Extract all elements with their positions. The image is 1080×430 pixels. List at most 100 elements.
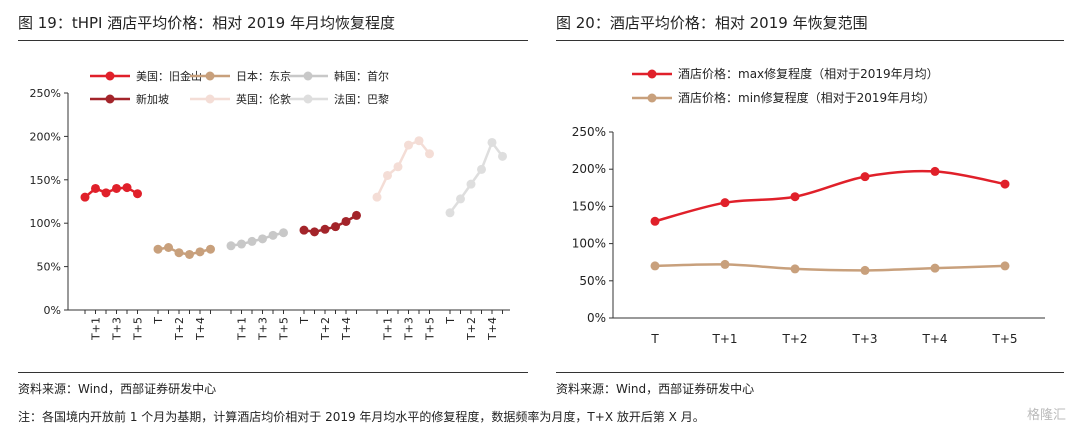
left-source-divider [18,372,528,373]
left-data-point [456,194,465,204]
left-y-tick-label: 250% [30,87,61,100]
left-x-tick-label: T+4 [194,317,207,341]
left-legend-item-marker [303,94,313,104]
left-data-point [320,224,330,234]
left-data-point [164,243,173,253]
left-series-line [375,139,431,198]
left-data-point [112,183,121,193]
left-data-point [445,208,455,218]
right-source-divider [556,372,1064,373]
left-x-tick-label: T [152,317,165,325]
left-data-point [133,189,142,199]
right-legend-item-label: 酒店价格：min修复程度（相对于2019年月均） [678,90,935,105]
right-y-tick-label: 250% [572,125,606,139]
left-x-tick-label: T [298,317,311,325]
left-y-tick-label: 200% [30,130,61,143]
left-x-tick-label: T+4 [486,317,499,341]
left-legend-item-label: 英国：伦敦 [236,92,291,106]
left-x-tick-label: T+3 [257,317,270,341]
right-chart: 0% 50% 100% 150% 200% 250% T T+1 T+2 T+3 T+4 T+5 酒店价… [572,66,1045,346]
left-data-point [101,188,111,198]
left-data-point [226,241,236,251]
left-data-point [299,225,309,235]
left-data-point [331,222,340,232]
right-x-tick-label: T+5 [991,332,1017,346]
right-data-point [790,264,800,274]
left-data-point [185,249,194,259]
right-x-tick-label: T+4 [921,332,947,346]
left-data-point [477,164,486,174]
left-legend-item-marker [105,71,115,81]
left-legend-item-marker [205,94,215,104]
right-data-point [650,216,660,226]
left-legend-item-marker [105,94,115,104]
left-chart: 0% 50% 100% 150% 200% 250% 美国：旧金山 日本：东京 韩国：首尔新加坡… [30,69,510,341]
left-data-point [91,183,100,193]
left-legend-item-marker [205,71,215,81]
left-data-point [310,227,319,237]
right-data-point [720,198,730,208]
left-y-tick-label: 0% [44,304,61,317]
left-x-tick-label: T+3 [403,317,416,341]
right-y-tick-label: 200% [572,162,606,176]
right-data-point [1000,261,1010,271]
right-data-point [860,265,870,275]
right-legend-item-label: 酒店价格：max修复程度（相对于2019年月均） [678,66,939,81]
left-legend-item-label: 日本：东京 [236,69,291,83]
left-y-tick-label: 50% [37,261,61,274]
left-data-point [352,210,361,220]
left-legend-item-label: 韩国：首尔 [334,69,389,83]
left-legend-item-label: 新加坡 [136,92,169,106]
left-legend-item-label: 法国：巴黎 [334,92,389,106]
left-data-point [122,183,132,193]
right-legend-item-marker [647,69,657,79]
left-data-point [195,247,205,257]
watermark-logo: 格隆汇 [1026,408,1066,423]
left-y-tick-label: 150% [30,174,61,187]
right-source: 资料来源：Wind，西部证券研发中心 [556,382,755,396]
left-data-point [414,136,424,146]
left-data-point [247,236,257,246]
right-title-divider [556,40,1064,41]
right-x-tick-label: T [650,332,659,346]
left-data-point [279,228,288,238]
left-x-tick-label: T+2 [319,317,332,341]
left-x-tick-label: T+4 [340,317,353,341]
right-x-tick-label: T+1 [711,332,737,346]
right-data-point [720,259,730,269]
right-y-tick-label: 0% [587,311,606,325]
right-y-tick-label: 50% [579,274,606,288]
right-x-tick-label: T+3 [851,332,877,346]
left-y-tick-label: 100% [30,217,61,230]
left-x-tick-label: T+2 [173,317,186,341]
left-data-point [258,234,267,244]
left-data-point [487,137,497,147]
left-x-tick-label: T+5 [278,317,291,341]
left-data-point [206,244,215,254]
right-data-point [790,192,800,202]
left-data-point [268,230,278,240]
left-source: 资料来源：Wind，西部证券研发中心 [18,382,217,396]
left-data-point [466,179,476,189]
left-legend-item-marker [303,71,313,81]
left-x-tick-label: T+5 [424,317,437,341]
left-x-tick-label: T+5 [132,317,145,341]
left-x-tick-label: T+3 [111,317,124,341]
right-y-tick-label: 150% [572,199,606,213]
left-data-point [80,192,90,202]
left-chart-title: 图 19：tHPI 酒店平均价格：相对 2019 年月均恢复程度 [18,14,395,32]
right-data-point [1000,179,1010,189]
left-data-point [383,170,392,180]
right-data-point [860,172,870,182]
right-data-point [930,166,940,176]
left-x-tick-label: T+1 [382,317,395,341]
right-legend-item-marker [647,93,657,103]
left-data-point [153,244,163,254]
left-data-point [498,151,507,161]
left-data-point [425,149,434,159]
footnote: 注：各国境内开放前 1 个月为基期，计算酒店均价相对于 2019 年月均水平的修… [18,410,705,424]
right-data-point [650,261,660,271]
left-legend-item-label: 美国：旧金山 [136,69,202,83]
left-data-point [341,216,351,226]
left-x-tick-label: T+1 [90,317,103,341]
